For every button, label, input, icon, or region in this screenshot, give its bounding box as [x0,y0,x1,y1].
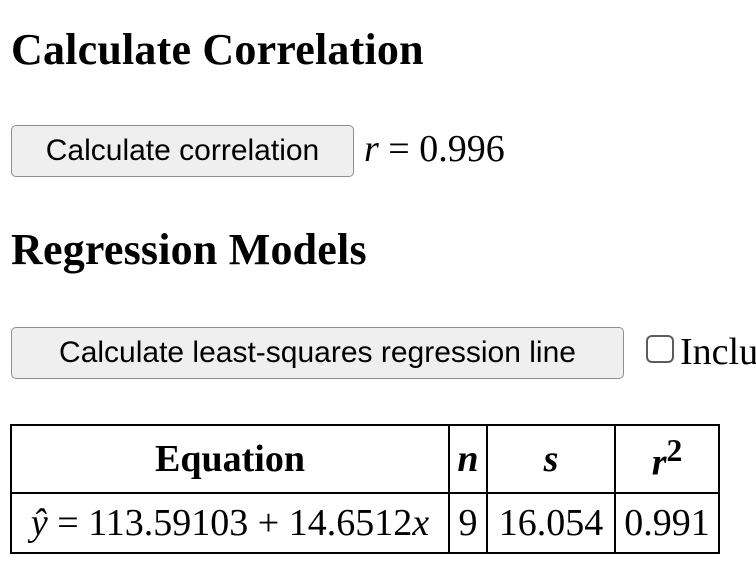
correlation-heading: Calculate Correlation [11,25,424,74]
x-variable: x [412,502,430,544]
calculate-correlation-button[interactable]: Calculate correlation [11,125,354,177]
correlation-result: r = 0.996 [364,130,505,168]
include-option[interactable]: Inclu [646,330,756,374]
regression-heading: Regression Models [11,225,367,274]
header-r2-base: r [651,441,667,484]
calculate-regression-button[interactable]: Calculate least-squares regression line [11,327,624,379]
r-value: 0.996 [419,128,505,170]
header-r-squared: r2 [614,424,720,494]
table-row: ŷ = 113.59103 + 14.6512x 9 16.054 0.991 [10,492,720,554]
include-checkbox-label: Inclu [680,331,756,373]
cell-s: 16.054 [486,492,616,554]
header-s: s [486,424,616,494]
r-symbol: r [364,128,379,170]
cell-n: 9 [448,492,488,554]
header-r2-exponent: 2 [666,433,683,469]
cell-equation: ŷ = 113.59103 + 14.6512x [10,492,450,554]
equation-body: = 113.59103 + 14.6512 [47,502,413,544]
regression-results-table: Equation n s r2 ŷ = 113.59103 + 14.6512x… [10,424,720,554]
table-header-row: Equation n s r2 [10,424,720,494]
cell-r-squared: 0.991 [614,492,720,554]
header-n: n [448,424,488,494]
header-equation: Equation [10,424,450,494]
equals-sign: = [378,128,420,170]
include-checkbox[interactable] [646,335,674,363]
y-hat-symbol: ŷ [30,502,48,544]
